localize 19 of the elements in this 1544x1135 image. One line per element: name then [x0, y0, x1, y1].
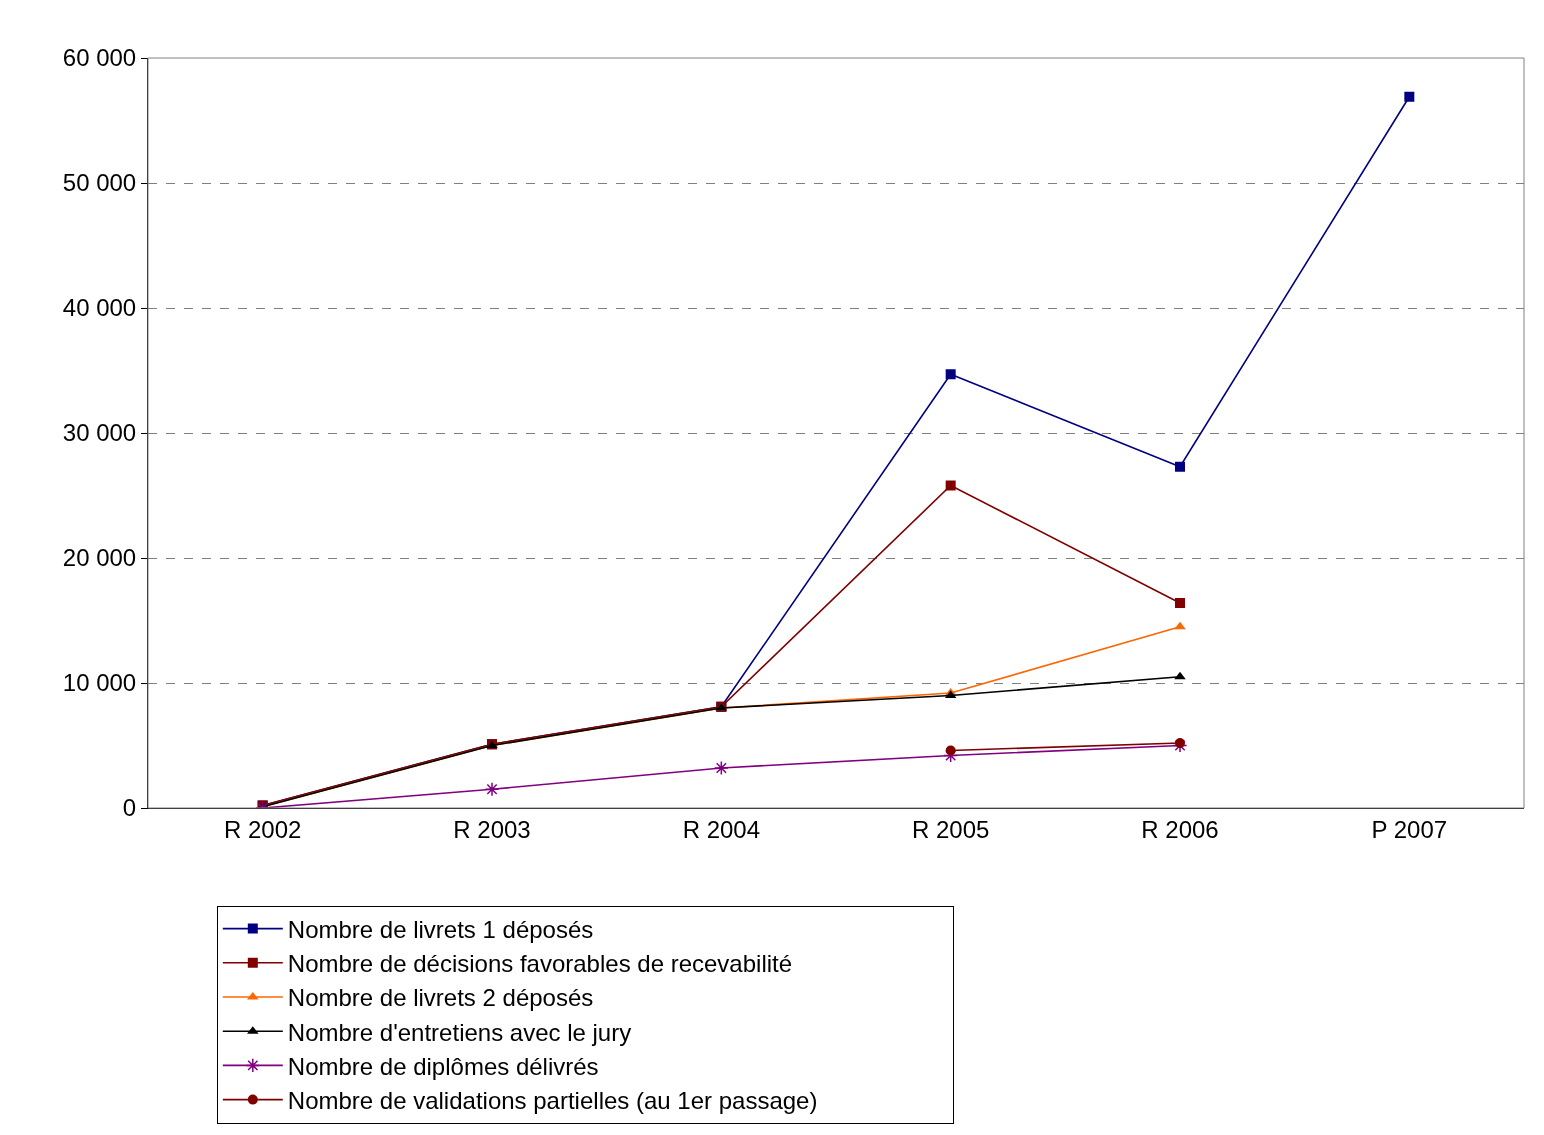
y-tick-label: 0 — [122, 794, 137, 822]
x-tick-label: R 2004 — [682, 815, 761, 843]
y-tick-label: 20 000 — [62, 544, 137, 572]
legend-label: Nombre de livrets 1 déposés — [287, 915, 594, 943]
legend-label: Nombre de validations partielles (au 1er passage) — [287, 1086, 818, 1114]
y-tick-label: 50 000 — [62, 169, 137, 197]
y-tick-label: 30 000 — [62, 419, 137, 447]
legend-label: Nombre d'entretiens avec le jury — [287, 1018, 632, 1046]
legend-label: Nombre de décisions favorables de recevabilité — [287, 950, 793, 978]
y-tick-label: 60 000 — [62, 44, 137, 72]
legend-label: Nombre de livrets 2 déposés — [287, 984, 594, 1012]
x-tick-label: R 2005 — [911, 815, 990, 843]
legend-label: Nombre de diplômes délivrés — [287, 1052, 599, 1080]
x-tick-label: R 2006 — [1141, 815, 1219, 843]
x-tick-label: P 2007 — [1371, 815, 1448, 843]
x-tick-label: R 2003 — [453, 815, 531, 843]
x-tick-label: R 2002 — [223, 815, 302, 843]
y-tick-label: 10 000 — [62, 669, 137, 697]
y-tick-label: 40 000 — [62, 294, 137, 322]
